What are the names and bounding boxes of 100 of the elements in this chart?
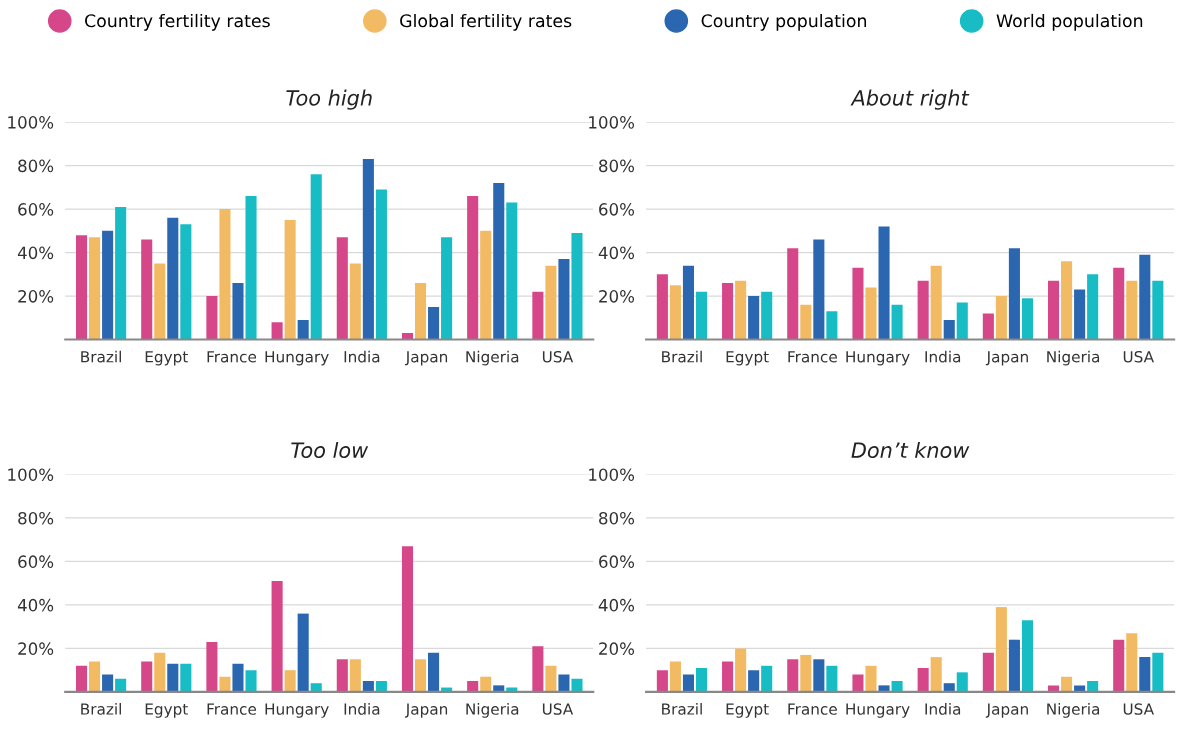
- bar: [102, 230, 114, 340]
- x-tick-label: Brazil: [662, 350, 702, 363]
- y-tick-label: 100%: [589, 468, 635, 481]
- x-tick-label: Brazil: [662, 703, 702, 715]
- y-tick-label: 80%: [599, 511, 635, 525]
- bar: [787, 248, 799, 340]
- bar: [336, 659, 348, 692]
- x-tick-label: Brazil: [81, 350, 121, 363]
- bar: [75, 665, 88, 692]
- y-tick-label: 60%: [18, 203, 54, 216]
- x-tick-label: Egypt: [726, 351, 769, 366]
- x-tick-label: USA: [1123, 703, 1154, 715]
- bar: [1008, 639, 1020, 692]
- y-tick-label: 80%: [599, 159, 635, 173]
- bar: [1126, 280, 1138, 340]
- bar: [656, 274, 668, 340]
- bar: [930, 265, 942, 340]
- bar: [995, 296, 1007, 340]
- bar: [245, 670, 257, 692]
- x-tick-label: Nigeria: [466, 703, 519, 718]
- bar: [349, 263, 361, 340]
- x-tick-label: India: [925, 703, 961, 715]
- bar: [1074, 685, 1086, 692]
- bar: [401, 546, 414, 692]
- bar: [1047, 685, 1060, 692]
- legend-label: Global fertility rates: [400, 13, 572, 31]
- y-tick-label: 80%: [18, 159, 54, 173]
- bar: [467, 681, 479, 692]
- bar: [349, 659, 361, 692]
- bar: [669, 661, 681, 692]
- legend-label: World population: [996, 13, 1143, 31]
- bar: [1008, 248, 1020, 340]
- y-tick-label: 20%: [599, 642, 635, 655]
- bar: [748, 296, 760, 340]
- y-tick-label: 60%: [599, 555, 635, 568]
- bar: [167, 217, 179, 340]
- bar: [943, 320, 955, 340]
- bar: [748, 670, 760, 692]
- bar: [141, 239, 153, 340]
- bar: [800, 654, 812, 692]
- bar: [571, 233, 583, 340]
- bar: [271, 322, 283, 340]
- bar: [245, 196, 257, 340]
- x-tick-label: France: [788, 351, 837, 363]
- bar: [310, 174, 322, 340]
- bar: [982, 313, 994, 340]
- y-tick-label: 100%: [8, 116, 54, 129]
- chart-title: Too low: [291, 441, 369, 459]
- bar: [558, 259, 570, 340]
- y-tick-label: 40%: [598, 598, 635, 612]
- bar: [735, 280, 747, 340]
- x-tick-label: Nigeria: [1047, 350, 1100, 366]
- y-tick-label: 60%: [18, 555, 54, 568]
- bar: [284, 670, 296, 692]
- bar: [414, 659, 427, 692]
- bar: [206, 296, 218, 340]
- bar: [167, 663, 179, 692]
- bar: [695, 667, 708, 692]
- x-tick-label: USA: [1123, 350, 1154, 363]
- x-tick-label: Hungary: [265, 351, 329, 366]
- bar: [1139, 657, 1151, 692]
- bar: [297, 613, 309, 692]
- bar: [401, 333, 414, 340]
- bar: [532, 646, 544, 692]
- bar: [441, 237, 453, 340]
- y-tick-label: 100%: [8, 468, 54, 481]
- x-tick-label: Brazil: [81, 703, 121, 715]
- x-tick-label: Nigeria: [1047, 703, 1100, 718]
- x-tick-label: India: [344, 703, 380, 715]
- bar: [141, 661, 153, 692]
- bar: [375, 189, 387, 340]
- bar: [75, 235, 88, 340]
- x-tick-label: France: [207, 703, 257, 715]
- bar: [891, 681, 903, 692]
- y-tick-label: 20%: [599, 290, 635, 303]
- bar: [545, 265, 557, 340]
- bar: [1074, 289, 1086, 340]
- bar: [761, 665, 773, 692]
- bar: [1061, 261, 1073, 340]
- bar: [493, 685, 505, 692]
- legend-label: Country fertility rates: [85, 13, 270, 31]
- bar: [89, 661, 101, 692]
- legend-label: Country population: [701, 13, 867, 31]
- x-tick-label: India: [344, 350, 380, 363]
- bar: [154, 652, 166, 692]
- x-tick-label: France: [788, 703, 837, 715]
- y-tick-label: 60%: [599, 203, 635, 216]
- bar: [917, 667, 929, 692]
- bar: [362, 681, 374, 692]
- bar: [219, 209, 231, 340]
- bar: [545, 665, 557, 692]
- bar: [682, 265, 694, 340]
- bar: [1021, 620, 1033, 692]
- bar: [180, 224, 192, 340]
- bar: [826, 311, 838, 340]
- bar: [571, 678, 583, 692]
- bar: [558, 674, 570, 692]
- y-tick-label: 20%: [18, 642, 54, 655]
- y-tick-label: 80%: [18, 511, 54, 525]
- bar: [532, 291, 544, 340]
